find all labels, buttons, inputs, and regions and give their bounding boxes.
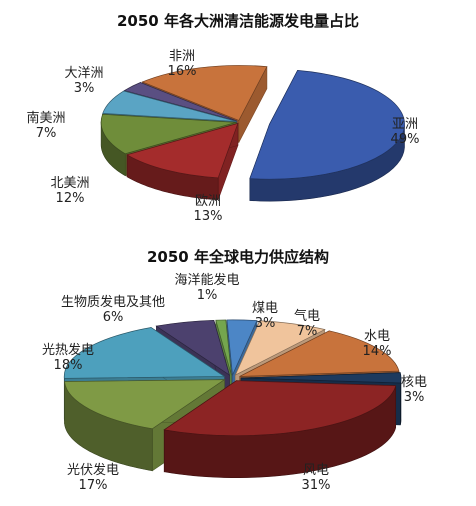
slice-label-6: 光伏发电 [67, 462, 119, 478]
slice-label-1: 亚洲 [392, 117, 418, 132]
slice-value-label-2: 13% [194, 209, 223, 224]
chart-title-continents: 2050 年各大洲清洁能源发电量占比 [117, 12, 359, 30]
slice-value-label-8: 6% [103, 310, 124, 325]
slice-value-label-6: 17% [79, 478, 108, 493]
slice-label-9: 海洋能发电 [174, 272, 239, 288]
slice-value-label-5: 31% [302, 478, 331, 493]
slice-label-4: 南美洲 [26, 110, 65, 126]
slice-value-label-6: 16% [168, 64, 197, 79]
pie-slice-2 [126, 122, 239, 201]
slice-value-label-2: 7% [297, 324, 318, 339]
chart-title-power-supply: 2050 年全球电力供应结构 [147, 248, 329, 266]
pie-slice-5 [163, 380, 397, 479]
slice-label-8: 生物质发电及其他 [61, 294, 165, 310]
power-supply-pie-chart: 煤电3% 气电7% 水电14%核电3%风电31%光伏发电17%光热发电18%生物质发… [42, 272, 427, 493]
slice-label-2: 气电 [294, 308, 320, 324]
slice-label-7: 光热发电 [42, 342, 94, 358]
slice-value-label-3: 14% [363, 344, 392, 359]
slice-label-6: 非洲 [169, 49, 195, 64]
slice-label-2: 欧洲 [195, 194, 221, 209]
slice-label-3: 北美洲 [50, 176, 89, 191]
slice-value-label-4: 7% [36, 126, 57, 141]
slice-value-label-4: 3% [404, 390, 425, 405]
slice-label-5: 风电 [303, 463, 329, 478]
slice-value-label-3: 12% [56, 191, 85, 206]
slice-value-label-9: 1% [197, 288, 218, 303]
slice-label-1: 煤电 [252, 301, 278, 316]
slice-label-3: 水电 [364, 329, 390, 344]
slice-label-5: 大洋洲 [64, 66, 103, 81]
pie-slice-1 [249, 69, 405, 202]
slice-value-label-7: 18% [54, 358, 83, 373]
slice-value-label-1: 49% [391, 132, 420, 147]
slice-label-4: 核电 [401, 375, 427, 390]
slice-value-label-5: 3% [74, 81, 95, 96]
slice-value-label-1: 3% [255, 316, 276, 331]
